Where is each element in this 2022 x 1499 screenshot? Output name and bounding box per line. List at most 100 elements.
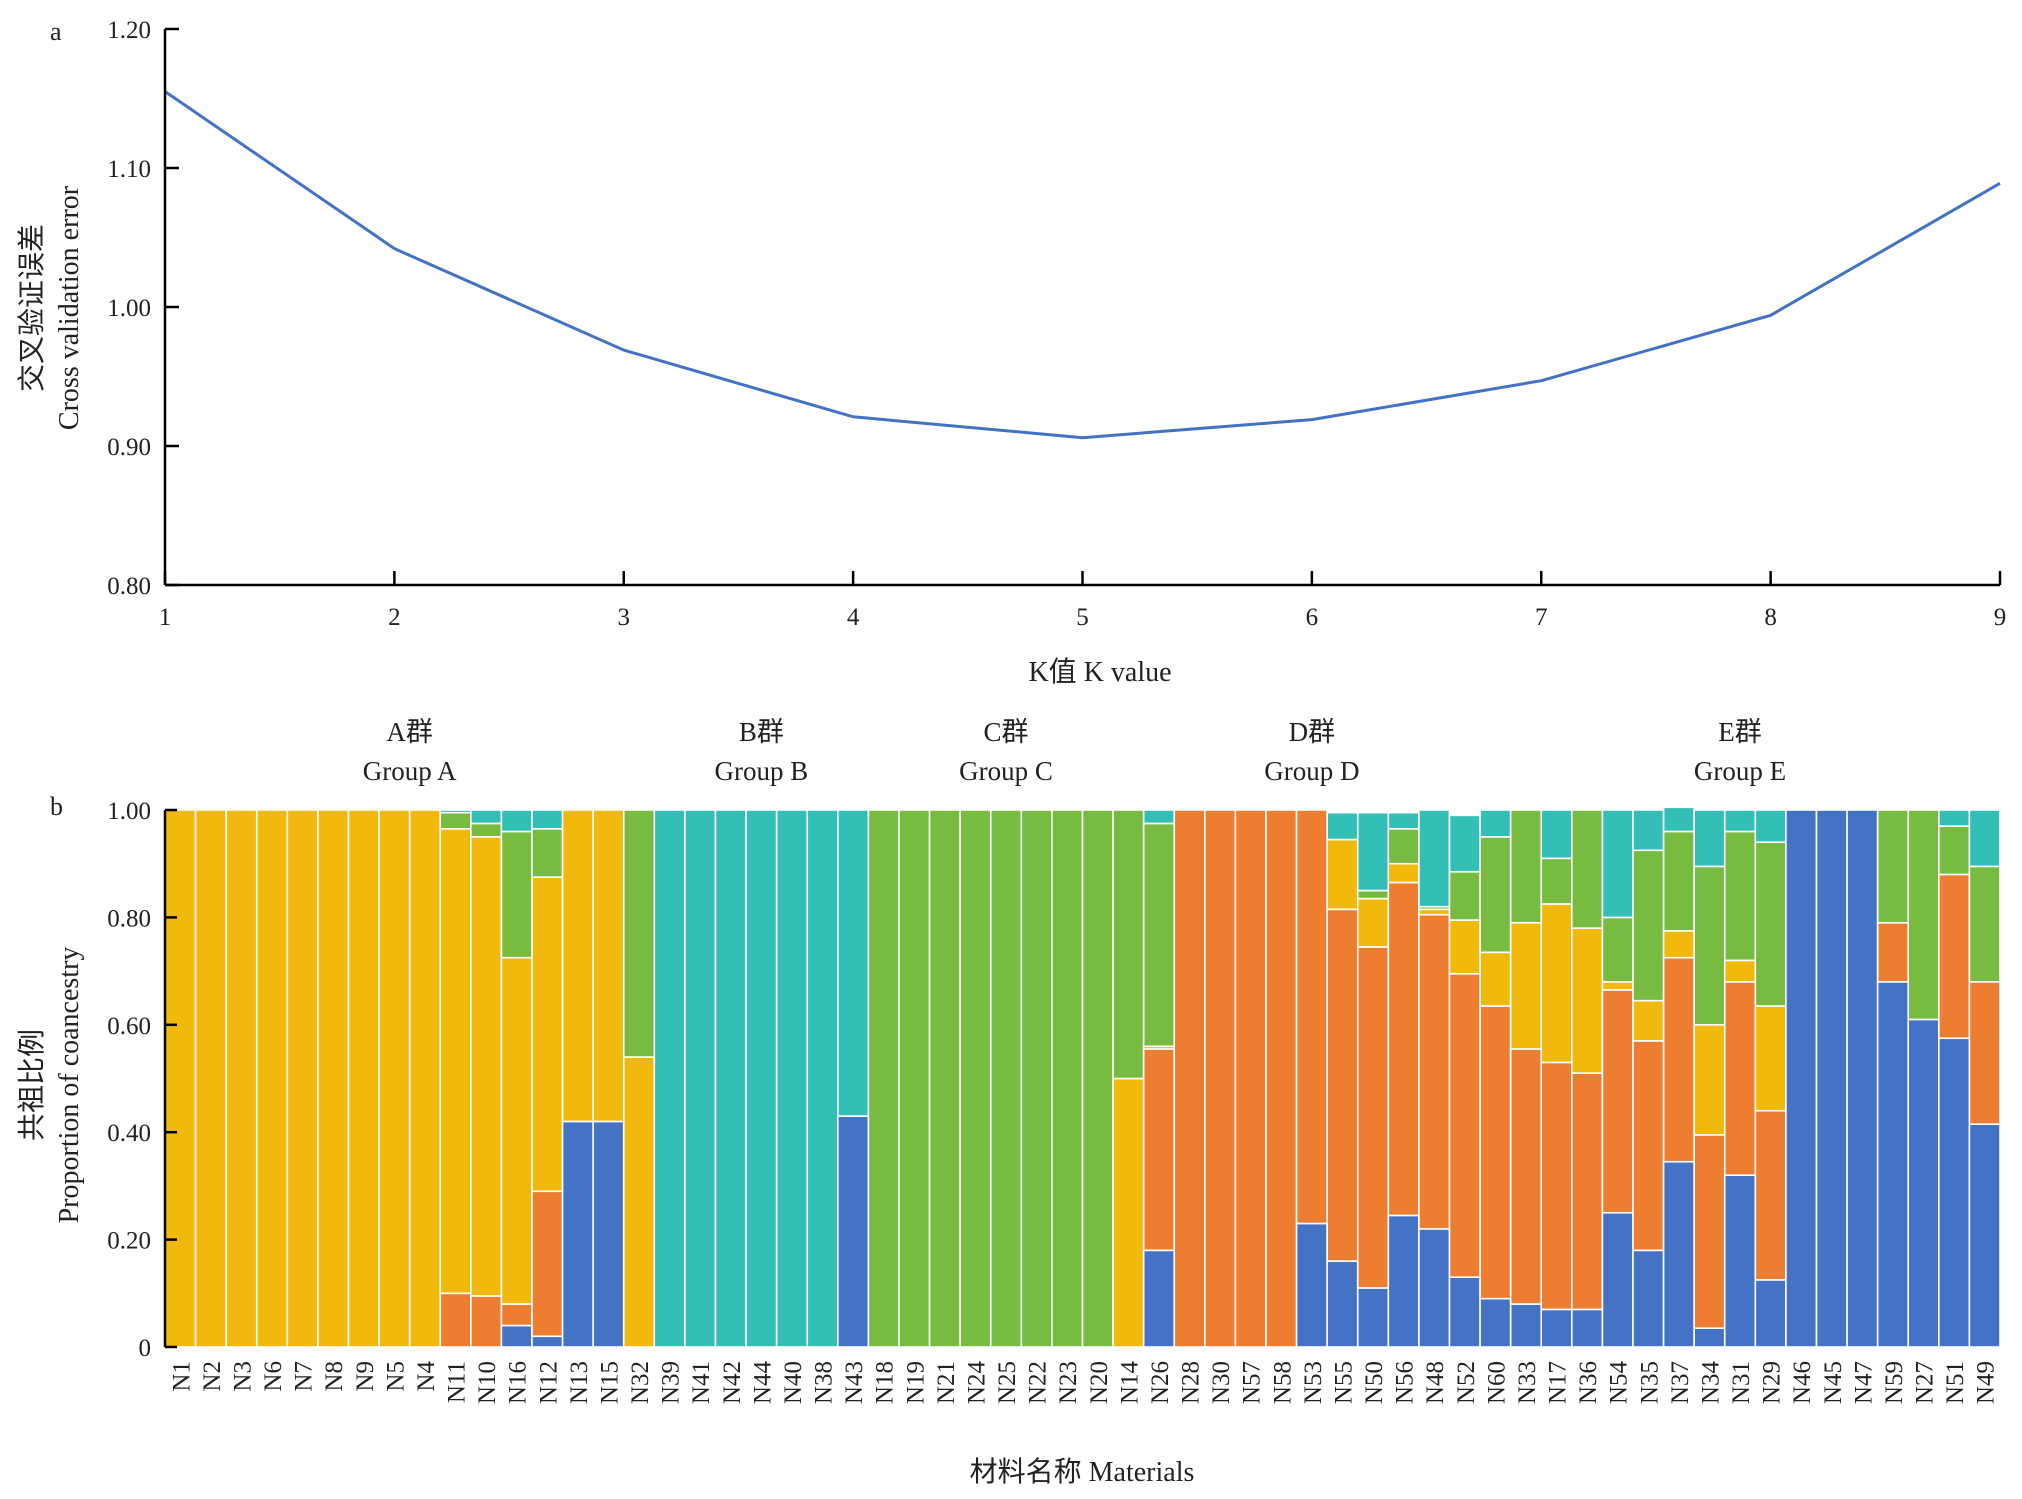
panel-b-bar-segment — [1204, 809, 1237, 1348]
panel-a-x-tick-label: 5 — [1076, 604, 1089, 631]
panel-b-bar-segment — [531, 827, 564, 878]
panel-b-bar-segment — [1418, 809, 1451, 908]
panel-b-bar-segment — [1540, 857, 1573, 905]
panel-b-material-label: N37 — [1667, 1361, 1694, 1404]
panel-b-material-label: N27 — [1912, 1361, 1939, 1404]
panel-b-bar-segment — [286, 809, 319, 1348]
panel-b-x-axis-title: 材料名称 Materials — [970, 1456, 1195, 1488]
panel-b-bar-segment — [1356, 889, 1390, 900]
panel-b-bar-segment — [1448, 870, 1481, 921]
panel-b-bar-segment — [1693, 809, 1726, 868]
panel-b-bar-segment — [1326, 1260, 1359, 1348]
panel-b-material-label: N5 — [382, 1361, 409, 1392]
panel-b-material-label: N25 — [994, 1361, 1021, 1404]
panel-b-bar-segment — [959, 809, 992, 1348]
panel-b-bar-segment — [1662, 830, 1695, 932]
panel-b-bar-segment — [1938, 1037, 1971, 1348]
panel-b-bar-segment — [1938, 825, 1971, 876]
panel-b-material-label: N11 — [444, 1361, 471, 1403]
panel-b-bar-segment — [1051, 809, 1084, 1348]
panel-b-material-label: N50 — [1361, 1361, 1388, 1404]
panel-b-material-label: N24 — [964, 1361, 991, 1405]
panel-b-bar-segment — [898, 809, 931, 1348]
panel-a-series-line — [164, 90, 2001, 440]
panel-b-bar-segment — [1846, 809, 1879, 1348]
panel-b-bar-segment — [255, 809, 289, 1348]
panel-b-bar-segment — [1907, 809, 1940, 1021]
panel-b-bar-segment — [1662, 930, 1695, 959]
panel-b-bar-segment — [1876, 921, 1910, 983]
panel-b-material-label: N17 — [1545, 1361, 1572, 1404]
panel-b-material-label: N41 — [688, 1361, 715, 1404]
panel-b-bar-segment — [531, 809, 564, 830]
panel-b-bar-segment — [378, 809, 411, 1348]
panel-b-material-label: N4 — [413, 1361, 440, 1392]
panel-b-bar-segment — [1479, 1297, 1512, 1348]
panel-b-material-label: N32 — [627, 1361, 654, 1404]
panel-b-bar-segment — [1479, 836, 1512, 954]
panel-b-material-label: N58 — [1269, 1361, 1296, 1404]
panel-b-bar-segment — [1968, 1123, 2001, 1348]
panel-b-bar-segment — [1448, 1276, 1481, 1348]
panel-b-material-label: N33 — [1514, 1361, 1541, 1404]
panel-b-material-label: N18 — [872, 1361, 899, 1404]
panel-b-bar-segment — [1326, 811, 1359, 841]
panel-b-bar-segment — [1295, 1222, 1328, 1348]
panel-b-bar-segment — [1876, 981, 1910, 1348]
panel-b-bar-segment — [1632, 999, 1665, 1042]
panel-b-material-label: N46 — [1789, 1361, 1816, 1404]
panel-b-bar-segment — [837, 1115, 870, 1348]
panel-b-bar-segment — [1754, 841, 1787, 1007]
panel-a-label: a — [50, 17, 62, 46]
panel-b-bar-segment — [837, 809, 870, 1117]
panel-b-group-label-cn: C群 — [984, 717, 1029, 747]
panel-b-bar-segment — [1387, 862, 1420, 884]
panel-a-cross-validation-chart: a 0.80 0.90 1.00 1.10 1.20 1 2 3 4 5 6 7 8 9 K值 K va… — [16, 17, 2006, 688]
panel-a-y-axis-title-en: Cross validation error — [54, 185, 85, 430]
panel-b-material-label: N22 — [1025, 1361, 1052, 1404]
panel-b-bar-segment — [439, 809, 472, 814]
panel-b-bar-segment — [470, 809, 503, 825]
panel-a-y-tick-label: 0.90 — [107, 434, 151, 461]
panel-b-bar-segment — [1876, 809, 1910, 924]
panel-b-bar-segment — [1754, 1005, 1787, 1112]
panel-b-bar-segment — [500, 830, 533, 959]
panel-a-x-tick-label: 8 — [1764, 604, 1777, 631]
panel-b-bar-segment — [1112, 1077, 1145, 1348]
panel-b-material-label: N1 — [168, 1361, 195, 1392]
panel-b-material-label: N49 — [1973, 1361, 2000, 1404]
panel-b-y-tick-label: 0.60 — [107, 1013, 151, 1040]
panel-b-material-label: N42 — [719, 1361, 746, 1404]
panel-b-bar-segment — [745, 809, 778, 1348]
panel-b-bar-segment — [1509, 921, 1543, 1050]
panel-b-bar-segment — [714, 809, 747, 1348]
panel-b-bar-segment — [439, 827, 472, 1295]
panel-b-bar-segment — [1601, 809, 1634, 919]
panel-b-bar-segment — [1356, 946, 1390, 1289]
panel-b-bar-segment — [1479, 951, 1512, 1007]
panel-a-y-tick-label: 1.10 — [107, 156, 151, 183]
panel-b-bar-segment — [1754, 809, 1787, 844]
panel-b-bar-segment — [1387, 811, 1420, 830]
panel-b-material-label: N35 — [1636, 1361, 1663, 1404]
panel-b-bar-segment — [1448, 972, 1481, 1278]
panel-b-bar-segment — [1785, 809, 1818, 1348]
panel-b-material-label: N43 — [841, 1361, 868, 1404]
panel-b-label: b — [50, 792, 63, 821]
panel-b-bar-segment — [1387, 881, 1420, 1217]
panel-b-bar-segment — [1142, 1249, 1176, 1348]
panel-b-bar-segment — [1662, 1160, 1695, 1348]
panel-b-material-label: N6 — [260, 1361, 287, 1392]
panel-b-y-tick-label: 0.80 — [107, 905, 151, 932]
panel-b-material-label: N30 — [1208, 1361, 1235, 1404]
panel-b-bar-segment — [1662, 956, 1695, 1163]
panel-b-bar-segment — [1754, 1279, 1787, 1348]
panel-b-bar-segment — [1938, 809, 1971, 827]
panel-b-bar-segment — [1448, 919, 1481, 975]
panel-b-bar-segment — [1601, 1211, 1634, 1348]
panel-b-bar-segment — [1815, 809, 1848, 1348]
panel-b-bar-segment — [1479, 1005, 1512, 1300]
panel-b-bar-segment — [1632, 849, 1665, 1002]
panel-b-bar-segment — [225, 809, 258, 1348]
